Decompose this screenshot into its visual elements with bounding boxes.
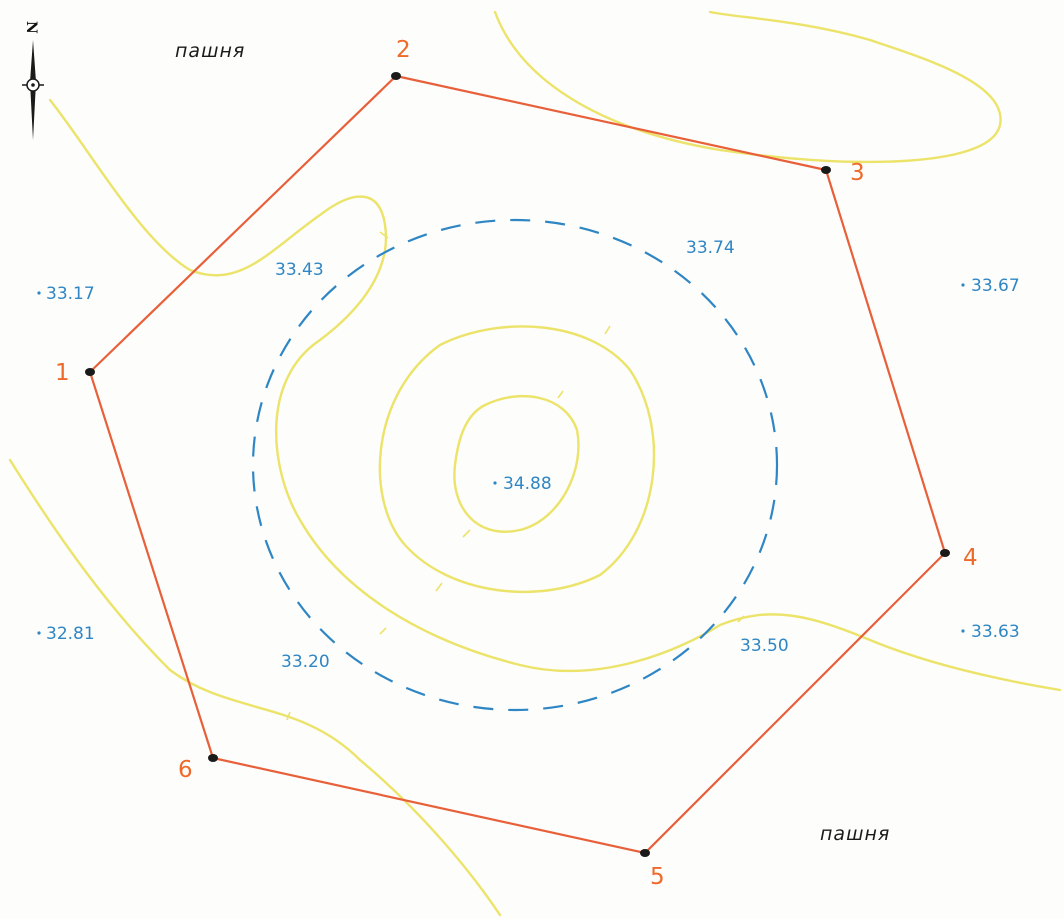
spot-height-33-50: 33.50 xyxy=(740,636,789,656)
spot-dot xyxy=(493,481,497,485)
spot-dot xyxy=(961,283,965,287)
spot-dot xyxy=(37,291,41,295)
contour-tick xyxy=(737,615,745,623)
land-label-bottom: пашня xyxy=(820,823,890,845)
contour-line-left-to-inner xyxy=(48,98,1062,692)
contour-tick xyxy=(604,325,611,335)
contour-line-top-right xyxy=(493,10,1002,164)
spot-height-33-67: 33.67 xyxy=(971,276,1020,296)
contour-line-middle-ring xyxy=(378,325,656,593)
dashed-contour-ring xyxy=(251,218,779,712)
vertex-point-4 xyxy=(940,549,950,557)
vertex-point-1 xyxy=(85,368,95,376)
spot-height-33-43: 33.43 xyxy=(275,260,324,280)
contour-line-bottom-left xyxy=(8,458,502,917)
contour-line-inner-ring xyxy=(453,394,580,533)
vertex-label-2: 2 xyxy=(396,37,411,63)
spot-height-dots xyxy=(37,283,965,635)
contour-tick xyxy=(435,582,443,592)
contour-tick-marks xyxy=(286,231,745,721)
contour-tick xyxy=(379,627,387,635)
vertex-label-4: 4 xyxy=(963,545,978,571)
contour-tick xyxy=(379,231,389,239)
spot-height-33-63: 33.63 xyxy=(971,622,1020,642)
vertex-point-3 xyxy=(821,166,831,174)
spot-height-34-88: 34.88 xyxy=(503,474,552,494)
land-label-top: пашня xyxy=(175,40,245,62)
vertex-label-1: 1 xyxy=(55,360,70,386)
vertex-label-5: 5 xyxy=(650,864,665,890)
vertex-label-6: 6 xyxy=(178,757,193,783)
spot-height-32-81: 32.81 xyxy=(46,624,95,644)
vertex-label-3: 3 xyxy=(850,160,865,186)
north-arrow-icon: N xyxy=(22,21,44,140)
vertex-point-5 xyxy=(640,849,650,857)
vertex-point-6 xyxy=(208,754,218,762)
spot-height-33-17: 33.17 xyxy=(46,284,95,304)
vertex-point-2 xyxy=(391,72,401,80)
vertex-points xyxy=(85,72,950,857)
spot-dot xyxy=(961,629,965,633)
north-arrow-center xyxy=(31,83,35,87)
contour-lines xyxy=(8,10,1062,917)
spot-height-33-20: 33.20 xyxy=(281,652,330,672)
spot-height-33-74: 33.74 xyxy=(686,238,735,258)
north-letter: N xyxy=(23,21,39,34)
spot-dot xyxy=(37,631,41,635)
contour-tick xyxy=(462,529,471,538)
contour-tick xyxy=(557,390,564,399)
parcel-boundary xyxy=(88,74,947,855)
contour-tick xyxy=(286,711,291,721)
